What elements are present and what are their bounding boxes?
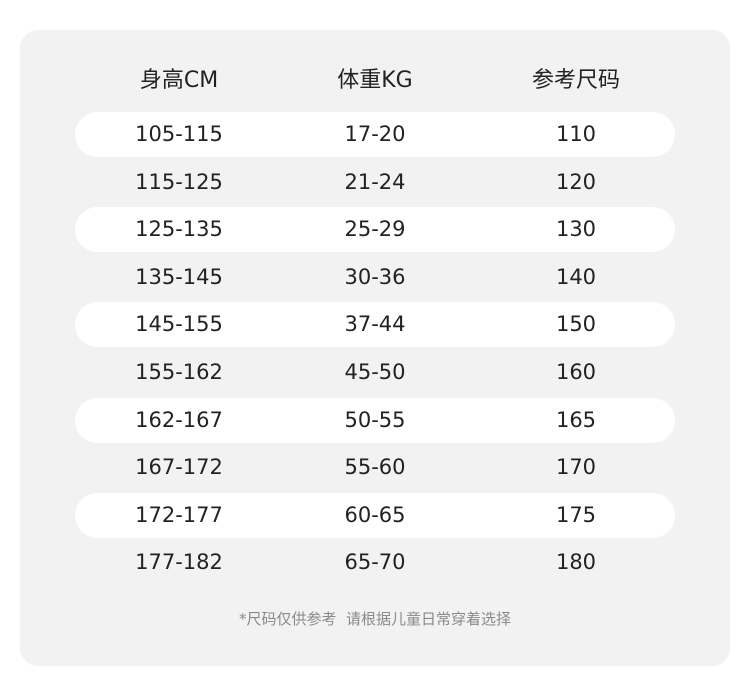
cell-height: 105-115	[135, 122, 223, 146]
cell-weight: 60-65	[344, 502, 406, 527]
cell-height: 155-162	[135, 359, 223, 384]
row-stripe	[75, 302, 675, 348]
table-row: 155-162 45-50 160	[0, 350, 750, 398]
cell-weight: 65-70	[344, 550, 406, 575]
header-size: 参考尺码	[531, 68, 621, 93]
cell-height: 172-177	[135, 502, 223, 527]
cell-size: 130	[555, 217, 597, 242]
table-row: 167-172 55-60 170	[0, 445, 750, 493]
cell-size: 170	[555, 455, 597, 480]
cell-weight: 17-20	[344, 122, 406, 146]
cell-size: 180	[555, 550, 597, 575]
table-header: 身高CM 体重KG 参考尺码	[0, 64, 750, 98]
footnote: *尺码仅供参考 请根据儿童日常穿着选择	[238, 610, 512, 628]
cell-height: 125-135	[135, 217, 223, 242]
cell-weight: 55-60	[344, 455, 406, 480]
cell-size: 120	[555, 169, 597, 194]
cell-height: 177-182	[135, 550, 223, 575]
row-stripe	[75, 492, 675, 538]
cell-height: 145-155	[135, 312, 223, 337]
cell-weight: 25-29	[344, 217, 406, 242]
cell-weight: 21-24	[344, 169, 406, 194]
table-row: 177-182 65-70 180	[0, 540, 750, 588]
cell-height: 115-125	[135, 169, 223, 194]
cell-size: 175	[555, 502, 597, 527]
table-row: 105-115 17-20 110	[0, 112, 750, 160]
table-body: 105-115 17-20 110 115-125 21-24 120 125-135 25-…	[0, 112, 750, 588]
table-row: 145-155 37-44 150	[0, 302, 750, 350]
cell-size: 150	[555, 312, 597, 337]
cell-height: 135-145	[135, 264, 223, 289]
cell-weight: 50-55	[344, 407, 406, 432]
table-row: 125-135 25-29 130	[0, 207, 750, 255]
table-row: 162-167 50-55 165	[0, 397, 750, 446]
cell-size: 140	[555, 264, 597, 289]
row-stripe	[75, 207, 675, 253]
table-row: 172-177 60-65 175	[0, 492, 750, 541]
cell-size: 165	[555, 407, 597, 432]
row-stripe	[75, 112, 675, 157]
cell-weight: 37-44	[344, 312, 406, 337]
header-height: 身高CM	[139, 68, 219, 93]
cell-weight: 30-36	[344, 264, 406, 289]
cell-size: 160	[555, 359, 597, 384]
table-row: 135-145 30-36 140	[0, 255, 750, 303]
cell-height: 167-172	[135, 455, 223, 480]
cell-height: 162-167	[135, 407, 223, 432]
row-stripe	[75, 397, 675, 443]
cell-weight: 45-50	[344, 359, 406, 384]
cell-size: 110	[555, 122, 597, 146]
table-row: 115-125 21-24 120	[0, 160, 750, 208]
header-weight: 体重KG	[337, 68, 413, 93]
